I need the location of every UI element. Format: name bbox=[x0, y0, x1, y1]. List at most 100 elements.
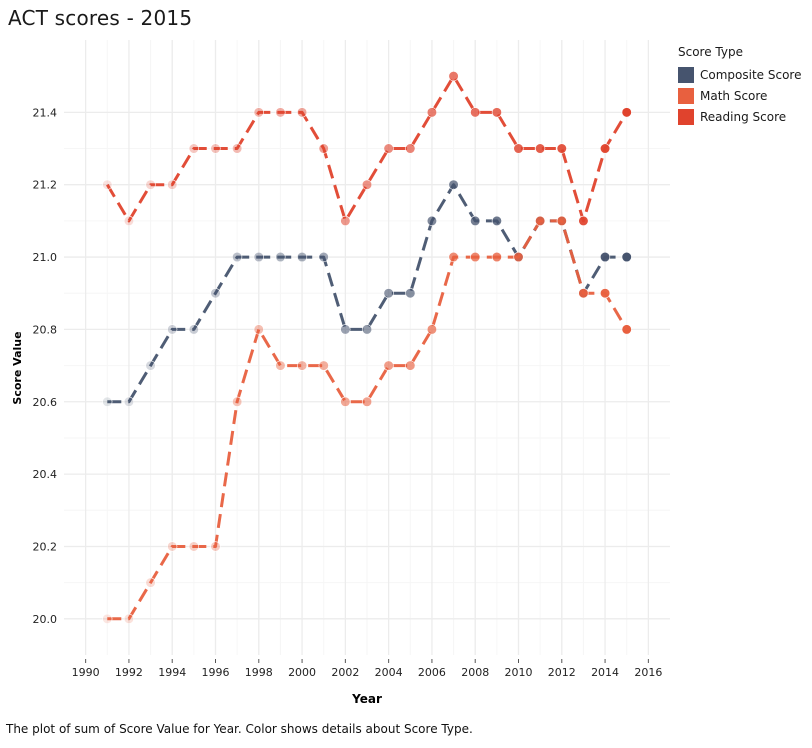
data-point bbox=[318, 143, 329, 154]
data-point bbox=[448, 251, 459, 263]
x-tick-label: 2008 bbox=[461, 666, 489, 679]
y-tick-label: 20.6 bbox=[33, 396, 58, 409]
data-point bbox=[383, 360, 394, 371]
legend-swatch-reading bbox=[678, 108, 694, 125]
data-point bbox=[123, 396, 135, 407]
data-point bbox=[470, 251, 481, 263]
y-tick-label: 20.8 bbox=[33, 323, 58, 336]
data-point bbox=[405, 360, 416, 371]
data-point bbox=[556, 215, 567, 226]
data-point bbox=[535, 215, 546, 226]
data-point bbox=[318, 360, 329, 371]
data-point bbox=[491, 251, 502, 263]
x-tick-label: 2010 bbox=[505, 666, 533, 679]
x-tick-label: 2006 bbox=[418, 666, 446, 679]
data-point bbox=[426, 215, 438, 226]
legend-item-composite[interactable]: Composite Score bbox=[678, 64, 801, 85]
data-point bbox=[167, 541, 178, 552]
x-tick-label: 1992 bbox=[115, 666, 143, 679]
data-point bbox=[340, 324, 351, 335]
series-line bbox=[106, 74, 628, 223]
data-point bbox=[123, 613, 135, 624]
data-point bbox=[296, 360, 308, 371]
x-tick-label: 1998 bbox=[245, 666, 273, 679]
data-point bbox=[513, 251, 524, 263]
data-point bbox=[102, 396, 113, 407]
data-point bbox=[102, 179, 113, 190]
x-tick-label: 2002 bbox=[331, 666, 359, 679]
data-point bbox=[253, 107, 264, 118]
data-point bbox=[621, 107, 632, 118]
data-point bbox=[188, 143, 199, 154]
data-point bbox=[145, 360, 156, 371]
data-point bbox=[296, 107, 308, 118]
data-point bbox=[232, 143, 243, 154]
legend-title: Score Type bbox=[678, 45, 743, 59]
grid-lines bbox=[64, 40, 670, 655]
legend-item-math[interactable]: Math Score bbox=[678, 85, 801, 106]
data-point bbox=[578, 288, 589, 299]
legend-swatch-composite bbox=[678, 66, 694, 83]
y-tick-label: 20.2 bbox=[33, 540, 58, 553]
x-tick-label: 1994 bbox=[158, 666, 186, 679]
x-tick-label: 1996 bbox=[202, 666, 230, 679]
data-point bbox=[448, 71, 459, 82]
legend-item-reading[interactable]: Reading Score bbox=[678, 106, 801, 127]
x-tick-label: 2000 bbox=[288, 666, 316, 679]
y-axis-label: Score Value bbox=[11, 331, 24, 404]
data-point bbox=[275, 251, 286, 263]
x-axis-label: Year bbox=[351, 692, 382, 706]
data-point bbox=[123, 215, 135, 226]
chart-title: ACT scores - 2015 bbox=[8, 6, 193, 30]
legend-swatch-math bbox=[678, 87, 694, 104]
x-tick-label: 2016 bbox=[634, 666, 662, 679]
legend-label-math: Math Score bbox=[700, 88, 768, 103]
x-tick-label: 2004 bbox=[375, 666, 403, 679]
data-point bbox=[621, 324, 632, 335]
data-point bbox=[599, 288, 611, 299]
data-point bbox=[621, 251, 632, 263]
data-point bbox=[535, 143, 546, 154]
x-tick-label: 1990 bbox=[72, 666, 100, 679]
data-point bbox=[426, 107, 438, 118]
data-point bbox=[491, 215, 502, 226]
data-point bbox=[513, 143, 524, 154]
data-point bbox=[599, 251, 611, 263]
data-point bbox=[470, 107, 481, 118]
x-tick-label: 2014 bbox=[591, 666, 619, 679]
data-point bbox=[102, 613, 113, 624]
data-point bbox=[275, 360, 286, 371]
data-point bbox=[383, 288, 394, 299]
legend: Score Type Composite Score Math Score Re… bbox=[678, 45, 801, 127]
data-point bbox=[275, 107, 286, 118]
y-tick-label: 20.0 bbox=[33, 613, 58, 626]
data-point bbox=[210, 541, 221, 552]
data-point bbox=[210, 288, 221, 299]
legend-label-composite: Composite Score bbox=[700, 67, 802, 82]
data-point bbox=[145, 577, 156, 588]
data-point bbox=[232, 396, 243, 407]
data-point bbox=[361, 179, 373, 190]
data-point bbox=[318, 251, 329, 263]
data-point bbox=[296, 251, 308, 263]
data-point bbox=[145, 179, 156, 190]
data-point bbox=[253, 324, 264, 335]
data-point bbox=[491, 107, 502, 118]
data-point bbox=[426, 324, 438, 335]
data-point bbox=[188, 324, 199, 335]
data-point bbox=[383, 143, 394, 154]
data-point bbox=[210, 143, 221, 154]
data-point bbox=[361, 396, 373, 407]
y-tick-label: 20.4 bbox=[33, 468, 58, 481]
series-lines bbox=[102, 71, 632, 624]
data-point bbox=[340, 215, 351, 226]
data-point bbox=[167, 324, 178, 335]
data-point bbox=[188, 541, 199, 552]
x-axis: 1990 1992 1994 1996 1998 2000 2002 2004 2006 2008… bbox=[72, 659, 662, 679]
legend-label-reading: Reading Score bbox=[700, 109, 787, 124]
data-point bbox=[470, 215, 481, 226]
y-axis: 20.0 20.2 20.4 20.6 20.8 21.0 21.2 21.4 bbox=[33, 106, 58, 625]
data-point bbox=[578, 215, 589, 226]
y-tick-label: 21.2 bbox=[33, 179, 58, 192]
